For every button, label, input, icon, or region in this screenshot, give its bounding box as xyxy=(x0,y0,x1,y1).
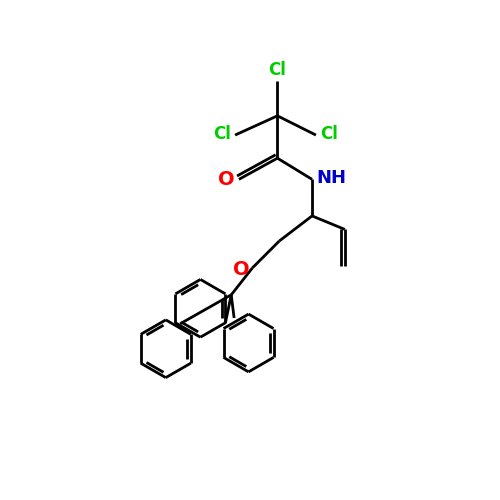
Text: Cl: Cl xyxy=(268,61,286,79)
Text: NH: NH xyxy=(316,169,346,187)
Text: O: O xyxy=(232,260,250,280)
Text: Cl: Cl xyxy=(320,126,338,144)
Text: Cl: Cl xyxy=(214,126,231,144)
Text: O: O xyxy=(218,170,234,189)
